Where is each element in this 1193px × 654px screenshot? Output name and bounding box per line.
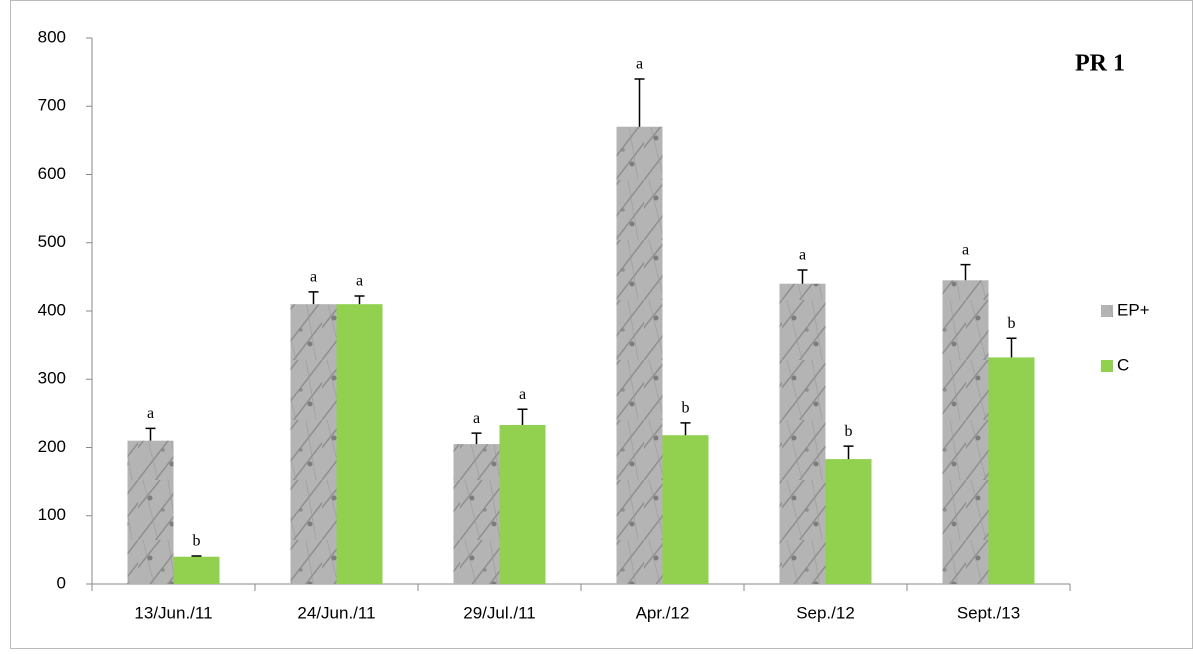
- significance-letter: a: [147, 405, 154, 422]
- error-bar: [844, 446, 854, 459]
- error-bar: [309, 292, 319, 304]
- significance-letter: b: [193, 533, 201, 550]
- bar: [826, 459, 872, 584]
- bar: [780, 284, 826, 584]
- x-tick-label: Sept./13: [957, 603, 1020, 622]
- significance-letter: a: [356, 273, 363, 290]
- error-bar: [635, 79, 645, 127]
- error-bar: [518, 409, 528, 425]
- significance-letter: b: [1008, 315, 1016, 332]
- legend-label: EP+: [1117, 300, 1150, 319]
- significance-letter: a: [473, 410, 480, 427]
- bar: [500, 425, 546, 584]
- significance-letter: a: [636, 56, 643, 73]
- y-tick-label: 400: [38, 300, 66, 319]
- error-bar: [472, 433, 482, 444]
- error-bar: [681, 423, 691, 435]
- significance-letter: b: [682, 400, 690, 417]
- x-tick-label: 13/Jun./11: [134, 603, 212, 622]
- y-tick-label: 100: [38, 505, 66, 524]
- x-tick-label: 29/Jul./11: [463, 603, 535, 622]
- y-tick-label: 800: [38, 27, 66, 46]
- error-bar: [355, 296, 365, 304]
- significance-letter: a: [799, 247, 806, 264]
- error-bar: [798, 270, 808, 284]
- bar: [291, 304, 337, 584]
- chart-title: PR 1: [1075, 51, 1125, 77]
- legend-label: C: [1117, 355, 1129, 374]
- bar: [174, 557, 220, 584]
- x-tick-label: Apr./12: [636, 603, 690, 622]
- bar: [337, 304, 383, 584]
- x-tick-label: Sep./12: [796, 603, 855, 622]
- x-tick-label: 24/Jun./11: [297, 603, 375, 622]
- significance-letter: b: [845, 423, 853, 440]
- error-bar: [961, 265, 971, 281]
- y-tick-label: 0: [57, 573, 66, 592]
- significance-letter: a: [962, 241, 969, 258]
- y-tick-label: 600: [38, 164, 66, 183]
- legend-swatch: [1101, 360, 1113, 372]
- bar: [663, 435, 709, 584]
- bar: [454, 444, 500, 584]
- bar: [943, 280, 989, 584]
- error-bar: [192, 556, 202, 557]
- error-bar: [146, 428, 156, 440]
- error-bar: [1007, 338, 1017, 357]
- y-tick-label: 500: [38, 232, 66, 251]
- y-tick-label: 200: [38, 437, 66, 456]
- bar: [128, 441, 174, 584]
- bar: [989, 357, 1035, 584]
- chart: PR 1 0 100 200 300 400 500 600 700 800 13/Jun./11…: [0, 0, 1193, 649]
- significance-letter: a: [310, 269, 317, 286]
- significance-letter: a: [519, 386, 526, 403]
- y-tick-label: 700: [38, 96, 66, 115]
- legend-swatch: [1101, 305, 1113, 317]
- bar: [617, 127, 663, 584]
- y-tick-label: 300: [38, 369, 66, 388]
